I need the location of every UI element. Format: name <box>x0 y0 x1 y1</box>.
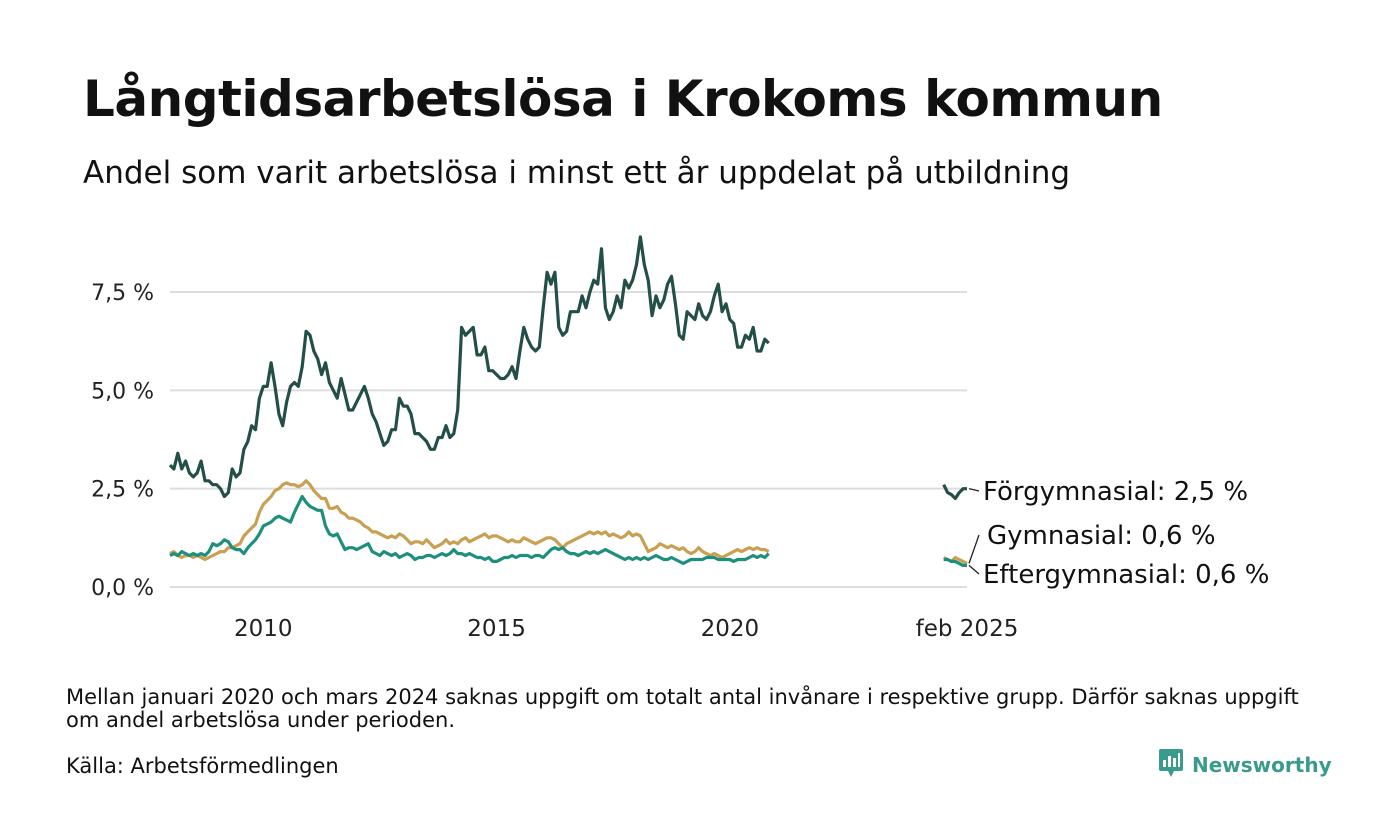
newsworthy-logo-icon <box>1158 747 1184 783</box>
y-tick-label: 2,5 % <box>91 478 154 503</box>
series-line-eftergymnasial-part-1 <box>169 494 770 565</box>
x-tick-label: 2010 <box>234 616 293 642</box>
chart-subtitle: Andel som varit arbetslösa i minst ett å… <box>83 155 1071 191</box>
y-tick-label: 0,0 % <box>91 576 154 601</box>
x-axis-ticks: 2010 2015 2020 feb 2025 <box>234 616 1018 642</box>
end-label-gymnasial: Gymnasial: 0,6 % <box>987 521 1216 551</box>
y-tick-label: 5,0 % <box>91 379 154 404</box>
y-tick-label: 7,5 % <box>91 281 154 306</box>
series-end-labels: Förgymnasial: 2,5 % Gymnasial: 0,6 % Efter… <box>968 477 1269 590</box>
y-axis-ticks: 0,0 % 2,5 % 5,0 % 7,5 % <box>91 281 154 601</box>
series-line-eftergymnasial-part-2 <box>943 557 967 567</box>
brand-logo[interactable]: Newsworthy <box>1158 747 1332 783</box>
label-connector-eftergymnasial <box>968 564 980 575</box>
x-tick-label: feb 2025 <box>916 616 1019 642</box>
gridlines <box>170 291 967 588</box>
series-line-förgymnasial-part-2 <box>942 483 967 501</box>
source-text: Källa: Arbetsförmedlingen <box>66 754 339 778</box>
series-line-förgymnasial-part-1 <box>168 235 770 499</box>
label-connector-gymnasial <box>968 534 980 564</box>
label-connector-förgymnasial <box>968 488 980 492</box>
brand-name: Newsworthy <box>1192 753 1332 777</box>
x-tick-label: 2015 <box>467 616 526 642</box>
series-lines <box>168 235 968 567</box>
chart-title: Långtidsarbetslösa i Krokoms kommun <box>83 70 1163 128</box>
line-chart: 0,0 % 2,5 % 5,0 % 7,5 % 2010 2015 2020 feb 202… <box>91 235 1269 642</box>
end-label-förgymnasial: Förgymnasial: 2,5 % <box>983 477 1248 507</box>
x-tick-label: 2020 <box>701 616 760 642</box>
end-label-eftergymnasial: Eftergymnasial: 0,6 % <box>983 560 1269 590</box>
series-line-gymnasial-part-1 <box>169 479 770 562</box>
footnote: Mellan januari 2020 och mars 2024 saknas… <box>66 685 1299 732</box>
